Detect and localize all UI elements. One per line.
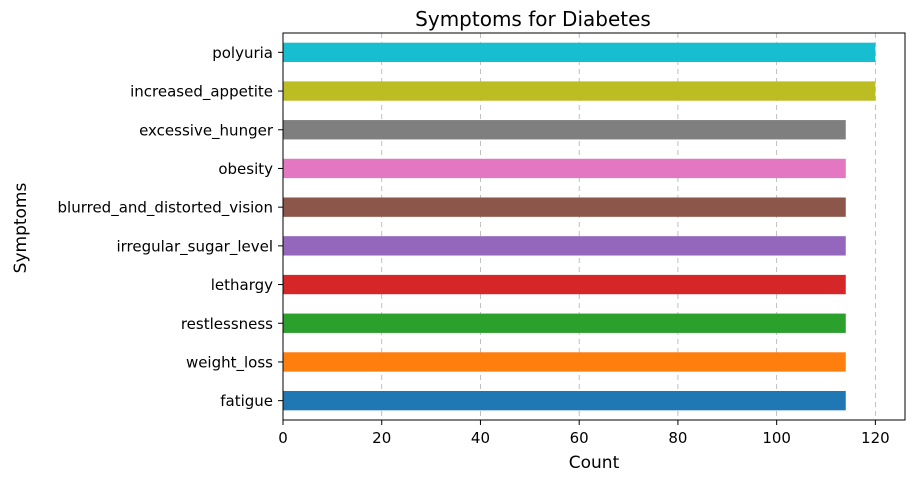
x-tick-label: 20	[372, 429, 391, 447]
bars	[283, 42, 876, 411]
y-axis-ticks: fatigue weight_loss restlessness lethargy ir…	[58, 44, 283, 410]
bar-obesity	[283, 158, 846, 179]
bar-fatigue	[283, 390, 846, 411]
y-tick-label: polyuria	[212, 44, 273, 62]
y-tick-label: excessive_hunger	[139, 121, 274, 140]
bar-weight-loss	[283, 352, 846, 372]
x-axis-ticks: 0 20 40 60 80 100 120	[278, 420, 890, 447]
y-tick-label: weight_loss	[186, 353, 273, 372]
x-tick-label: 80	[668, 429, 687, 447]
x-tick-label: 0	[278, 429, 288, 447]
bar-lethargy	[283, 274, 846, 295]
y-tick-label: fatigue	[220, 392, 273, 410]
x-tick-label: 40	[471, 429, 490, 447]
y-tick-label: obesity	[218, 160, 273, 178]
y-axis-label: Symptoms	[11, 183, 31, 274]
bar-polyuria	[283, 42, 876, 63]
y-tick-label: irregular_sugar_level	[116, 237, 273, 256]
y-tick-label: lethargy	[211, 276, 273, 294]
x-tick-label: 120	[861, 429, 890, 447]
bar-blurred-and-distorted-vision	[283, 197, 846, 217]
bar-increased-appetite	[283, 81, 876, 101]
plot-frame	[282, 32, 906, 421]
y-tick-label: blurred_and_distorted_vision	[58, 199, 273, 218]
y-tick-label: increased_appetite	[130, 83, 273, 102]
x-axis-label: Count	[569, 453, 620, 473]
x-tick-label: 60	[570, 429, 589, 447]
y-tick-label: restlessness	[181, 315, 273, 333]
x-tick-label: 100	[762, 429, 791, 447]
bar-restlessness	[283, 313, 846, 333]
bar-excessive-hunger	[283, 120, 846, 140]
bar-irregular-sugar-level	[283, 236, 846, 256]
chart-title: Symptoms for Diabetes	[415, 7, 651, 31]
